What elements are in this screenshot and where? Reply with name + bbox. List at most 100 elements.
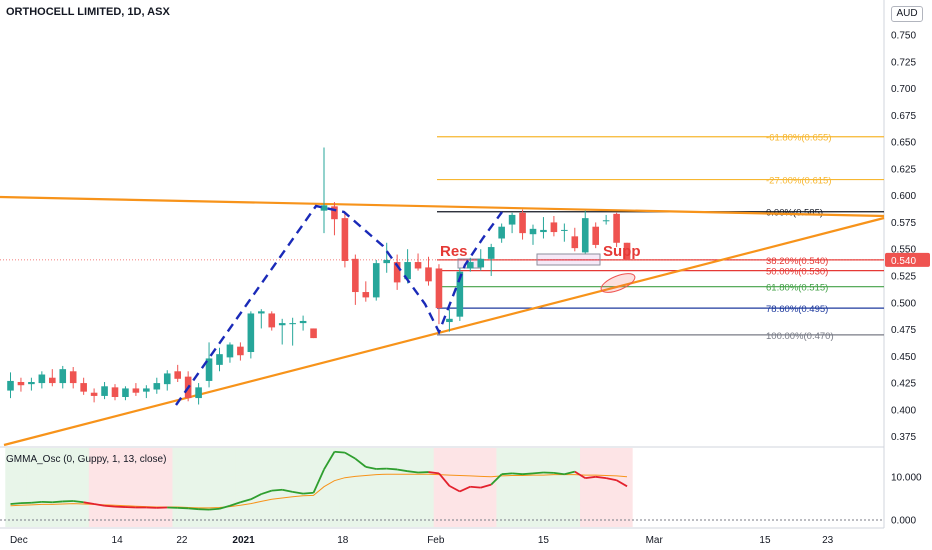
- candle-body: [550, 222, 558, 233]
- candle-body: [331, 206, 338, 220]
- price-axis-tick: 0.400: [891, 405, 916, 416]
- oscillator-zone: [26, 448, 38, 527]
- oscillator-zone: [350, 448, 361, 527]
- gmma-fast-segment: [229, 501, 241, 507]
- candle-body: [59, 369, 67, 384]
- gmma-fast-segment: [282, 488, 293, 493]
- candle-body: [49, 377, 56, 384]
- price-axis-tick: 0.750: [891, 31, 916, 42]
- gmma-fast-segment: [448, 485, 461, 493]
- oscillator-zone: [67, 448, 79, 527]
- oscillator-zone: [538, 448, 550, 527]
- oscillator-zone: [151, 448, 163, 527]
- oscillator-zone: [235, 448, 247, 527]
- candle-body: [414, 262, 422, 269]
- candle-body: [581, 218, 589, 253]
- oscillator-zone: [162, 448, 173, 527]
- oscillator-zone: [193, 448, 205, 527]
- oscillator-zone: [569, 448, 581, 527]
- price-axis-tick: 0.575: [891, 218, 916, 229]
- oscillator-zone: [496, 448, 508, 527]
- candle-body: [310, 328, 317, 339]
- oscillator-zone: [172, 448, 184, 527]
- gmma-slow-line: [10, 473, 628, 509]
- time-axis-tick: 15: [538, 535, 550, 546]
- oscillator-zone: [297, 448, 309, 527]
- gmma-fast-segment: [616, 479, 628, 488]
- candle-body: [623, 242, 631, 260]
- candle-body: [372, 263, 380, 298]
- oscillator-zone: [78, 448, 90, 527]
- gmma-fast-segment: [83, 501, 95, 505]
- candle-body: [216, 354, 223, 365]
- fib-level-label: 50.00%(0.530): [766, 267, 828, 278]
- time-axis-tick: 2021: [232, 535, 255, 546]
- candle-body: [561, 229, 568, 231]
- oscillator-zone: [203, 448, 215, 527]
- gmma-fast-segment: [480, 483, 492, 489]
- gmma-fast-segment: [553, 472, 565, 476]
- candle-body: [393, 262, 401, 283]
- gmma-fast-segment: [354, 457, 367, 468]
- candle-body: [446, 318, 453, 323]
- oscillator-zone: [88, 448, 100, 527]
- price-axis-tick: 0.675: [891, 111, 916, 122]
- candle-body: [38, 374, 46, 384]
- candle-body: [247, 313, 255, 353]
- time-axis-tick: 15: [759, 535, 771, 546]
- gmma-fast-segment: [407, 470, 419, 474]
- gmma-fast-segment: [292, 491, 304, 495]
- candle-body: [487, 247, 495, 259]
- candle-body: [613, 213, 620, 243]
- oscillator-zone: [329, 448, 341, 527]
- gmma-fast-segment: [334, 450, 345, 454]
- oscillator-zone: [485, 448, 497, 527]
- gmma-fast-segment: [271, 488, 283, 492]
- gmma-fast-segment: [438, 472, 451, 487]
- price-axis-tick: 0.450: [891, 352, 916, 363]
- candle-body: [226, 344, 234, 358]
- upper-trendline: [0, 195, 885, 218]
- oscillator-zone: [130, 448, 142, 527]
- price-axis-tick: 0.600: [891, 191, 916, 202]
- time-axis-tick: 22: [176, 535, 188, 546]
- oscillator-zone: [339, 448, 351, 527]
- oscillator-zone: [611, 448, 623, 527]
- oscillator-zone: [57, 448, 69, 527]
- candle-body: [529, 228, 537, 235]
- res-label: Res: [440, 243, 468, 260]
- oscillator-zone: [99, 448, 111, 527]
- gmma-fast-segment: [188, 507, 199, 511]
- fib-level-label: 38.20%(0.540): [766, 256, 828, 267]
- candle-body: [592, 226, 599, 245]
- oscillator-zone: [423, 448, 435, 527]
- candle-body: [467, 262, 474, 269]
- zigzag-path: [175, 204, 503, 406]
- price-axis-tick: 0.525: [891, 271, 916, 282]
- candle-body: [571, 236, 579, 249]
- gmma-fast-segment: [512, 472, 523, 476]
- oscillator-zone: [120, 448, 132, 527]
- price-axis-tick: 0.475: [891, 325, 916, 336]
- gmma-fast-segment: [428, 471, 440, 475]
- time-axis-tick: Feb: [427, 535, 445, 546]
- oscillator-zone: [47, 448, 58, 527]
- time-axis-tick: Mar: [646, 535, 664, 546]
- fib-level-label: 61.80%(0.515): [766, 283, 828, 294]
- candle-body: [69, 371, 77, 384]
- currency-button[interactable]: AUD: [891, 6, 923, 22]
- supp-label: Supp: [603, 243, 641, 260]
- oscillator-zone: [517, 448, 529, 527]
- candle-body: [425, 267, 432, 282]
- last-price-badge: [885, 252, 930, 267]
- oscillator-zone: [621, 448, 633, 527]
- gmma-fast-segment: [323, 451, 336, 470]
- candle-body: [508, 214, 516, 225]
- oscillator-zone: [141, 448, 152, 527]
- gmma-fast-segment: [595, 475, 607, 479]
- fib-level-label: -27.00%(0.615): [766, 176, 831, 187]
- fib-level-label: -61.80%(0.655): [766, 133, 831, 144]
- oscillator-zone: [402, 448, 414, 527]
- oscillator-zone: [454, 448, 466, 527]
